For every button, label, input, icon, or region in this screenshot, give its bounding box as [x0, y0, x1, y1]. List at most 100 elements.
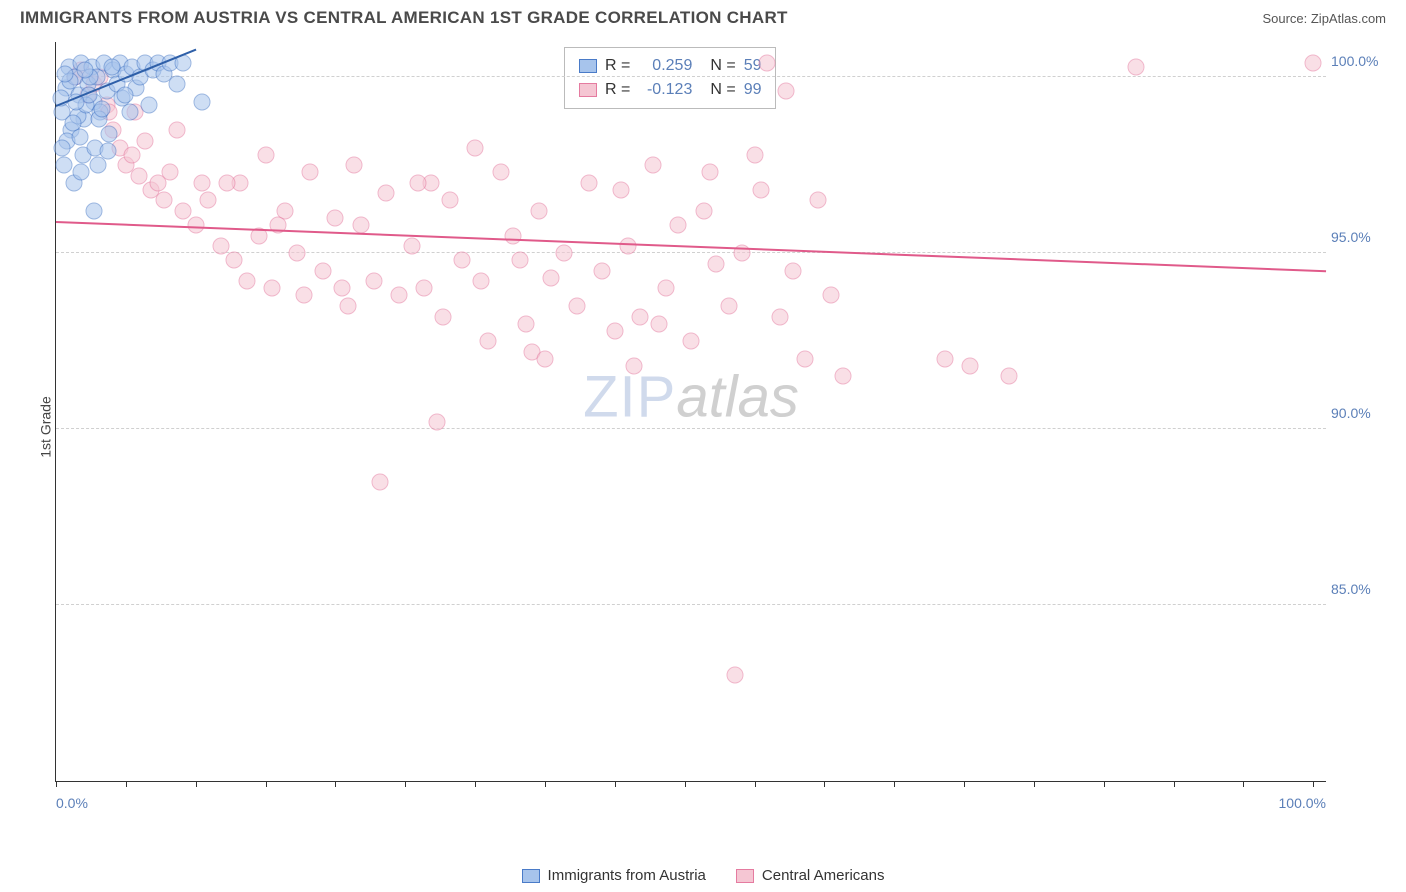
data-point: [352, 217, 369, 234]
data-point: [371, 473, 388, 490]
gridline: [56, 604, 1326, 605]
x-tick: [685, 781, 686, 787]
data-point: [314, 262, 331, 279]
data-point: [492, 164, 509, 181]
x-tick: [196, 781, 197, 787]
x-tick: [1174, 781, 1175, 787]
data-point: [695, 202, 712, 219]
x-tick: [1243, 781, 1244, 787]
chart-title: IMMIGRANTS FROM AUSTRIA VS CENTRAL AMERI…: [20, 8, 788, 28]
chart-container: 1st Grade ZIPatlas R =0.259N =59R =-0.12…: [55, 42, 1386, 812]
data-point: [962, 357, 979, 374]
data-point: [327, 209, 344, 226]
chart-header: IMMIGRANTS FROM AUSTRIA VS CENTRAL AMERI…: [0, 0, 1406, 32]
data-point: [517, 315, 534, 332]
data-point: [771, 308, 788, 325]
data-point: [568, 297, 585, 314]
data-point: [473, 273, 490, 290]
series-legend-item: Immigrants from Austria: [522, 867, 706, 884]
legend-r-label: R =: [605, 54, 630, 78]
data-point: [625, 357, 642, 374]
data-point: [708, 255, 725, 272]
data-point: [752, 181, 769, 198]
data-point: [93, 100, 110, 117]
data-point: [797, 350, 814, 367]
x-tick: [335, 781, 336, 787]
data-point: [454, 252, 471, 269]
data-point: [116, 86, 133, 103]
x-tick: [475, 781, 476, 787]
data-point: [140, 97, 157, 114]
data-point: [54, 139, 71, 156]
data-point: [702, 164, 719, 181]
legend-row: R =-0.123N =99: [579, 78, 761, 102]
data-point: [55, 157, 72, 174]
data-point: [302, 164, 319, 181]
data-point: [365, 273, 382, 290]
series-legend-label: Central Americans: [762, 867, 885, 884]
data-point: [670, 217, 687, 234]
x-max-label: 100.0%: [1279, 795, 1326, 811]
data-point: [200, 192, 217, 209]
data-point: [155, 192, 172, 209]
y-tick-label: 100.0%: [1331, 53, 1381, 69]
data-point: [103, 58, 120, 75]
data-point: [784, 262, 801, 279]
data-point: [194, 174, 211, 191]
data-point: [721, 297, 738, 314]
data-point: [746, 146, 763, 163]
x-tick: [1104, 781, 1105, 787]
x-tick: [266, 781, 267, 787]
x-tick: [1313, 781, 1314, 787]
y-tick-label: 95.0%: [1331, 229, 1381, 245]
gridline: [56, 76, 1326, 77]
x-tick: [964, 781, 965, 787]
data-point: [136, 132, 153, 149]
data-point: [219, 174, 236, 191]
data-point: [168, 121, 185, 138]
data-point: [416, 280, 433, 297]
gridline: [56, 252, 1326, 253]
x-tick: [755, 781, 756, 787]
correlation-legend: R =0.259N =59R =-0.123N =99: [564, 47, 776, 109]
data-point: [727, 667, 744, 684]
data-point: [435, 308, 452, 325]
y-tick-label: 90.0%: [1331, 405, 1381, 421]
legend-swatch: [579, 83, 597, 97]
data-point: [1000, 368, 1017, 385]
data-point: [100, 143, 117, 160]
data-point: [101, 125, 118, 142]
data-point: [378, 185, 395, 202]
y-axis-label: 1st Grade: [38, 396, 54, 457]
chart-source: Source: ZipAtlas.com: [1262, 11, 1386, 26]
x-min-label: 0.0%: [56, 795, 88, 811]
data-point: [606, 322, 623, 339]
data-point: [581, 174, 598, 191]
data-point: [441, 192, 458, 209]
legend-swatch: [579, 59, 597, 73]
data-point: [187, 217, 204, 234]
legend-r-value: 0.259: [638, 54, 692, 78]
data-point: [295, 287, 312, 304]
data-point: [810, 192, 827, 209]
data-point: [194, 93, 211, 110]
x-tick: [824, 781, 825, 787]
data-point: [77, 62, 94, 79]
data-point: [409, 174, 426, 191]
gridline: [56, 428, 1326, 429]
data-point: [683, 333, 700, 350]
data-point: [56, 65, 73, 82]
data-point: [644, 157, 661, 174]
data-point: [213, 238, 230, 255]
data-point: [594, 262, 611, 279]
legend-n-label: N =: [710, 78, 735, 102]
legend-row: R =0.259N =59: [579, 54, 761, 78]
data-point: [121, 104, 138, 121]
data-point: [289, 245, 306, 262]
data-point: [835, 368, 852, 385]
x-tick: [56, 781, 57, 787]
x-tick: [405, 781, 406, 787]
legend-n-label: N =: [710, 54, 735, 78]
data-point: [937, 350, 954, 367]
data-point: [613, 181, 630, 198]
